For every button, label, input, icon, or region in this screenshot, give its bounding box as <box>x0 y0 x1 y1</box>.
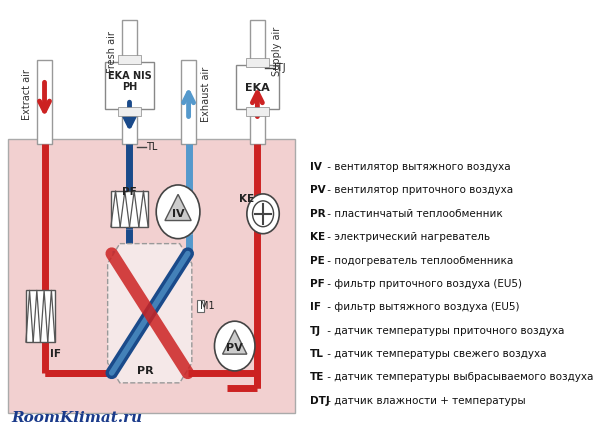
Text: - пластинчатый теплообменник: - пластинчатый теплообменник <box>324 209 502 219</box>
Polygon shape <box>165 194 191 221</box>
Bar <box>236 65 279 109</box>
Polygon shape <box>107 244 192 383</box>
Text: M1: M1 <box>200 301 215 311</box>
Text: Supply air: Supply air <box>272 27 282 76</box>
Text: - электрический нагреватель: - электрический нагреватель <box>324 232 490 242</box>
Text: - вентилятор вытяжного воздуха: - вентилятор вытяжного воздуха <box>324 162 511 172</box>
Text: TL: TL <box>310 349 324 359</box>
Bar <box>250 106 265 144</box>
Text: IV: IV <box>172 209 184 219</box>
Text: PV: PV <box>226 343 243 353</box>
Text: - датчик температуры выбрасываемого воздуха: - датчик температуры выбрасываемого возд… <box>324 372 593 383</box>
Bar <box>246 58 269 66</box>
Text: Exhaust air: Exhaust air <box>202 67 211 122</box>
Text: IV: IV <box>310 162 322 172</box>
Text: ITJ: ITJ <box>274 63 286 72</box>
Text: KE: KE <box>239 194 254 204</box>
Text: - вентилятор приточного воздуха: - вентилятор приточного воздуха <box>324 185 513 196</box>
Bar <box>105 62 154 109</box>
Bar <box>181 60 196 144</box>
Text: Extract air: Extract air <box>22 69 32 120</box>
Text: - подогреватель теплообменника: - подогреватель теплообменника <box>324 256 513 265</box>
Circle shape <box>214 321 255 371</box>
Text: PF: PF <box>310 279 325 289</box>
Bar <box>26 291 55 342</box>
Text: - датчик температуры свежего воздуха: - датчик температуры свежего воздуха <box>324 349 546 359</box>
Text: KE: KE <box>310 232 325 242</box>
Polygon shape <box>223 330 247 354</box>
Text: EKA: EKA <box>245 83 270 92</box>
Text: RoomKlimat.ru: RoomKlimat.ru <box>11 411 142 425</box>
Text: - фильтр приточного воздуха (EU5): - фильтр приточного воздуха (EU5) <box>324 279 522 289</box>
Text: EKA NIS
PH: EKA NIS PH <box>107 71 151 92</box>
Text: PR: PR <box>137 366 154 376</box>
Text: TJ: TJ <box>310 325 321 336</box>
Text: Fresh air: Fresh air <box>107 31 116 73</box>
Bar <box>37 60 52 144</box>
Bar <box>250 20 265 68</box>
Bar <box>246 107 269 116</box>
Text: PE: PE <box>310 256 325 265</box>
Bar <box>118 55 141 63</box>
Circle shape <box>156 185 200 239</box>
Text: - фильтр вытяжного воздуха (EU5): - фильтр вытяжного воздуха (EU5) <box>324 302 519 312</box>
Bar <box>8 139 295 413</box>
Text: IF: IF <box>310 302 321 312</box>
Text: IF: IF <box>50 349 61 359</box>
Bar <box>111 191 148 227</box>
Bar <box>122 20 137 65</box>
Text: - датчик влажности + температуры: - датчик влажности + температуры <box>324 396 526 406</box>
Text: PR: PR <box>310 209 326 219</box>
Text: PV: PV <box>310 185 326 196</box>
Circle shape <box>247 194 279 234</box>
Bar <box>118 107 141 116</box>
Bar <box>122 106 137 144</box>
Text: TL: TL <box>146 142 158 152</box>
Text: PF: PF <box>122 187 137 197</box>
Text: DTJ: DTJ <box>310 396 330 406</box>
Text: - датчик температуры приточного воздуха: - датчик температуры приточного воздуха <box>324 325 564 336</box>
Text: TE: TE <box>310 372 325 383</box>
Bar <box>197 300 204 312</box>
